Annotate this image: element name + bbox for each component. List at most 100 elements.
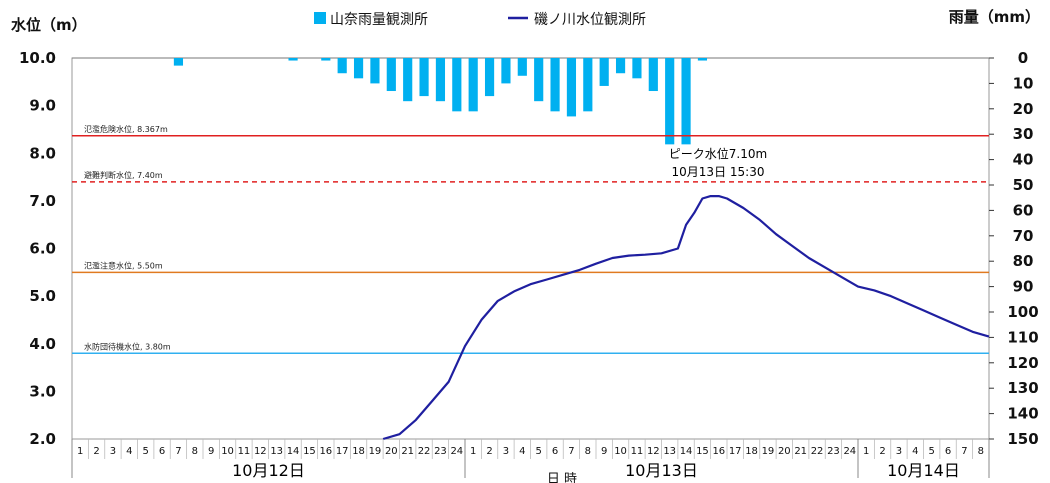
- x-axis: 1 2 3 4 5 6 7 8 9 10 11 12 13 14 15 16 17 18 19 20 21 22 23 24 1…: [71, 439, 990, 480]
- hour-label: 11: [238, 446, 251, 457]
- left-tick-label: 4.0: [29, 335, 56, 353]
- right-tick-label: 60: [1013, 201, 1034, 219]
- hour-label: 24: [450, 446, 463, 457]
- rain-bar: [599, 58, 609, 86]
- rain-bar: [386, 58, 396, 92]
- reference-lines: 氾濫危険水位, 8.367m 避難判断水位, 7.40m 氾濫注意水位, 5.50m…: [72, 124, 989, 355]
- right-tick-label: 10: [1013, 74, 1034, 92]
- hour-label: 1: [77, 446, 83, 457]
- hour-label: 2: [486, 446, 492, 457]
- rain-bar: [288, 58, 298, 61]
- hour-label: 8: [585, 446, 591, 457]
- hour-label: 17: [336, 446, 349, 457]
- hour-label: 3: [896, 446, 902, 457]
- legend: 山奈雨量観測所 磯ノ川水位観測所: [314, 11, 646, 28]
- right-tick-label: 140: [1007, 405, 1038, 423]
- right-tick-label: 90: [1013, 278, 1034, 296]
- reference-line-label: 氾濫注意水位, 5.50m: [84, 260, 163, 270]
- left-tick-label: 9.0: [29, 97, 56, 115]
- hour-label: 3: [110, 446, 116, 457]
- right-tick-label: 50: [1013, 176, 1034, 194]
- right-tick-label: 80: [1013, 252, 1034, 270]
- rainfall-bars: [173, 58, 708, 145]
- reference-line-label: 氾濫危険水位, 8.367m: [84, 124, 168, 134]
- rain-bar: [452, 58, 462, 112]
- right-tick-label: 100: [1007, 303, 1038, 321]
- hour-label: 18: [352, 446, 365, 457]
- rain-bar: [583, 58, 593, 112]
- rain-bar: [468, 58, 478, 112]
- rain-bar: [566, 58, 577, 117]
- date-label: 10月13日: [625, 461, 698, 480]
- hour-label: 13: [270, 446, 283, 457]
- hour-label: 9: [208, 446, 214, 457]
- rain-bar: [353, 58, 364, 79]
- plot-border: [71, 57, 990, 440]
- hour-label: 9: [601, 446, 607, 457]
- hour-label: 1: [863, 446, 869, 457]
- x-axis-title: 日 時: [547, 472, 577, 483]
- hour-label: 14: [287, 446, 300, 457]
- hour-label: 21: [794, 446, 807, 457]
- hour-label: 4: [519, 446, 525, 457]
- left-axis-ticks: 10.0 9.0 8.0 7.0 6.0 5.0 4.0 3.0 2.0: [19, 49, 56, 448]
- hour-label: 20: [385, 446, 398, 457]
- right-tick-label: 70: [1013, 227, 1034, 245]
- left-tick-label: 3.0: [29, 382, 56, 400]
- hour-label: 4: [126, 446, 132, 457]
- hour-label: 10: [221, 446, 234, 457]
- hour-label: 2: [93, 446, 99, 457]
- hour-label: 12: [647, 446, 660, 457]
- hour-label: 3: [503, 446, 509, 457]
- right-axis-title: 雨量（mm）: [949, 8, 1040, 26]
- hour-label: 20: [778, 446, 791, 457]
- rain-bar: [550, 58, 560, 112]
- hour-label: 12: [254, 446, 267, 457]
- rain-bar: [697, 58, 708, 61]
- water-level-line: [382, 195, 990, 441]
- peak-annotation-line1: ピーク水位7.10m: [669, 146, 767, 161]
- hour-label: 5: [929, 446, 935, 457]
- left-tick-label: 10.0: [19, 49, 56, 67]
- hour-label: 6: [552, 446, 558, 457]
- rain-bar: [648, 58, 658, 92]
- right-tick-label: 40: [1013, 151, 1034, 169]
- peak-annotation-line2: 10月13日 15:30: [672, 165, 765, 179]
- hour-label: 23: [827, 446, 840, 457]
- rain-bar: [665, 58, 675, 145]
- hour-label: 19: [762, 446, 775, 457]
- rain-bar: [501, 58, 511, 84]
- rain-bar: [615, 58, 626, 74]
- hour-label: 5: [536, 446, 542, 457]
- hour-label: 17: [729, 446, 742, 457]
- date-label: 10月12日: [232, 461, 305, 480]
- hour-label: 1: [470, 446, 476, 457]
- hour-label: 16: [319, 446, 332, 457]
- right-tick-label: 110: [1007, 328, 1038, 346]
- rain-bar: [419, 58, 429, 97]
- rain-bar: [534, 58, 544, 102]
- left-axis-title: 水位（m）: [11, 16, 87, 34]
- legend-rain-label: 山奈雨量観測所: [330, 11, 428, 28]
- rain-bar: [370, 58, 380, 84]
- rain-bar: [403, 58, 413, 102]
- left-tick-label: 8.0: [29, 144, 56, 162]
- hour-label: 16: [712, 446, 725, 457]
- hour-label: 2: [879, 446, 885, 457]
- legend-level-label: 磯ノ川水位観測所: [534, 11, 646, 28]
- hour-label: 22: [418, 446, 431, 457]
- hour-label: 22: [811, 446, 824, 457]
- hour-label: 14: [680, 446, 693, 457]
- rain-bar: [337, 58, 347, 74]
- right-tick-label: 20: [1013, 100, 1034, 118]
- hour-label: 7: [175, 446, 181, 457]
- hour-label: 5: [143, 446, 149, 457]
- rain-bar: [681, 58, 691, 145]
- left-tick-label: 6.0: [29, 240, 56, 258]
- hour-label: 24: [843, 446, 856, 457]
- right-axis-ticks: 0 10 20 30 40 50 60 70 80 90 100 110 120 130 140 150: [989, 49, 1039, 448]
- rain-bar: [321, 58, 331, 61]
- rain-bar: [435, 58, 446, 102]
- date-label: 10月14日: [887, 461, 960, 480]
- hour-label: 15: [696, 446, 709, 457]
